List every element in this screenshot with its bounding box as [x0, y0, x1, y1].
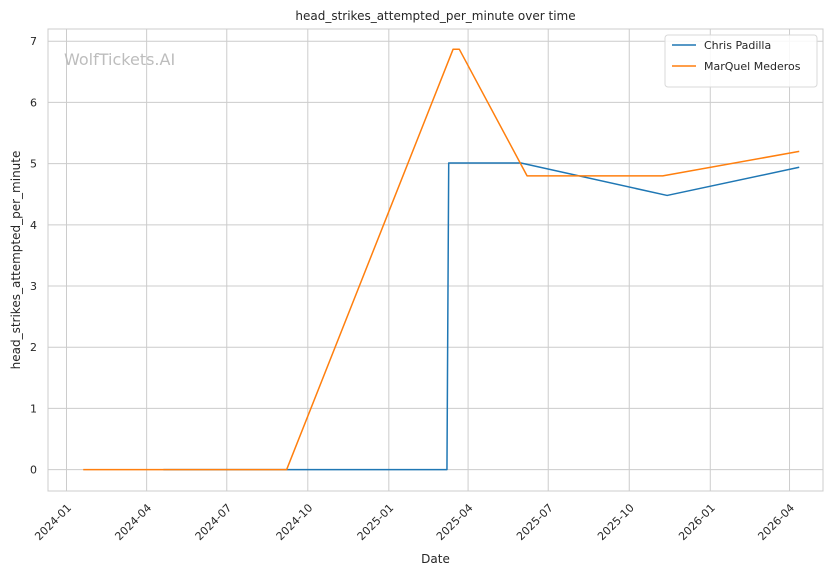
- y-tick-label: 3: [30, 280, 37, 293]
- y-tick-label: 6: [30, 96, 37, 109]
- series-line-marquel-mederos: [83, 48, 800, 471]
- y-tick-label: 5: [30, 158, 37, 171]
- legend-box: [664, 34, 818, 88]
- y-tick-label: 4: [30, 219, 37, 232]
- series-layer: [83, 48, 800, 471]
- y-tick-label: 2: [30, 341, 37, 354]
- y-tick-label: 0: [30, 464, 37, 477]
- y-tick-label: 1: [30, 402, 37, 415]
- plot-frame: [47, 28, 824, 492]
- y-axis-ticks: 0 1 2 3 4 5 6 7: [30, 35, 37, 476]
- x-gridlines: [65, 29, 791, 491]
- legend-entry-label: MarQuel Mederos: [704, 60, 801, 73]
- y-axis-label: head_strikes_attempted_per_minute: [9, 151, 23, 370]
- chart-title: head_strikes_attempted_per_minute over t…: [295, 9, 575, 23]
- y-tick-label: 7: [30, 35, 37, 48]
- legend-entry-label: Chris Padilla: [704, 39, 771, 52]
- series-line-chris-padilla: [163, 162, 800, 471]
- x-axis-label: Date: [421, 552, 450, 566]
- legend: Chris Padilla MarQuel Mederos: [664, 34, 818, 88]
- watermark-text: WolfTickets.AI: [64, 50, 175, 69]
